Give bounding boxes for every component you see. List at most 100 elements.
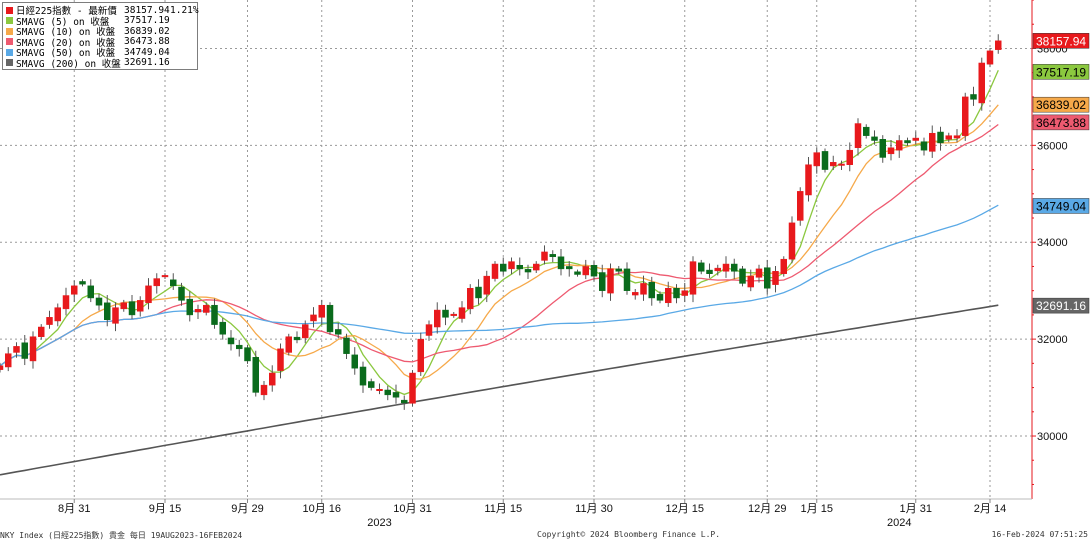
candle-up: [722, 263, 730, 272]
x-tick-label: 1月 15: [801, 503, 833, 515]
candle-down: [236, 344, 243, 350]
candle-up: [203, 304, 210, 313]
legend-item: SMAVG (200) on 收盤 32691.16: [5, 57, 195, 70]
candle-down: [384, 389, 391, 396]
moving-average-lines: [0, 69, 999, 476]
grid: [0, 0, 1032, 499]
candle-up: [962, 96, 969, 136]
candle-down: [343, 337, 350, 354]
y-tick-label: 30000: [1037, 431, 1068, 443]
candle-up: [797, 191, 804, 221]
price-label: 36839.02: [1036, 98, 1086, 112]
candle-up: [71, 285, 78, 295]
candle-up: [978, 62, 985, 104]
price-label-box: [1032, 198, 1090, 214]
x-tick-label: 10月 31: [393, 503, 432, 515]
candle-up: [13, 346, 20, 353]
candle-down: [95, 297, 103, 306]
candle-up: [29, 336, 37, 362]
candle-down: [731, 263, 738, 272]
candle-up: [830, 162, 837, 167]
candle-up: [582, 266, 589, 276]
candle-up: [813, 152, 820, 167]
candle-up: [912, 137, 919, 141]
y-tick-label: 36000: [1037, 140, 1068, 152]
candle-down: [128, 301, 136, 316]
candle-down: [500, 263, 507, 272]
candle-down: [706, 269, 713, 274]
candle-up: [838, 163, 845, 166]
x-tick-label: 1月 31: [900, 503, 932, 515]
candle-down: [368, 381, 375, 388]
candle-up: [285, 336, 292, 353]
candle-down: [821, 151, 829, 170]
candle-down: [178, 286, 185, 301]
x-tick-label: 10月 16: [302, 503, 341, 515]
candle-up: [277, 348, 284, 371]
candle-up: [458, 307, 466, 319]
candle-up: [929, 132, 936, 152]
legend-value: 32691.16: [124, 57, 170, 69]
legend-swatch: [6, 27, 13, 35]
candle-down: [764, 267, 771, 289]
candle-down: [615, 268, 622, 272]
candle-down: [574, 271, 581, 275]
candle-down: [863, 126, 870, 136]
candle-up: [665, 288, 672, 304]
legend-swatch: [6, 59, 13, 67]
price-label: 32691.16: [1036, 299, 1086, 313]
price-label: 38157.94: [1036, 34, 1086, 48]
candle-down: [401, 399, 408, 404]
candle-down: [648, 281, 655, 299]
candle-up: [46, 317, 53, 325]
candle-up: [805, 164, 812, 196]
candle-up: [260, 384, 268, 396]
candle-down: [252, 357, 259, 393]
legend-value: 37517.19: [124, 15, 170, 27]
candle-up: [780, 258, 787, 274]
ma-line: [0, 69, 999, 396]
candle-up: [632, 292, 639, 296]
candle-up: [5, 353, 12, 368]
candle-down: [698, 262, 705, 272]
candle-up: [112, 307, 119, 324]
price-label-box: [1032, 64, 1090, 80]
candle-down: [326, 304, 334, 333]
x-tick-label: 8月 31: [58, 503, 90, 515]
candle-up: [640, 283, 647, 295]
candle-down: [244, 347, 251, 362]
year-label: 2023: [367, 517, 391, 529]
candle-up: [62, 295, 70, 310]
legend-value: 34749.04: [124, 46, 170, 58]
candle-down: [549, 254, 556, 258]
legend-label: SMAVG (50) on 收盤: [16, 48, 116, 60]
price-label: 34749.04: [1036, 199, 1086, 213]
candle-up: [450, 313, 457, 316]
candle-down: [219, 321, 226, 335]
legend-value: 36839.02: [124, 25, 170, 37]
legend: 日經225指數 - 最新價 38157.94 1.21% SMAVG (5) o…: [2, 2, 199, 70]
price-label-box: [1032, 96, 1090, 113]
y-tick-label: 34000: [1037, 237, 1068, 249]
legend-swatch: [6, 17, 13, 25]
candle-up: [302, 324, 309, 339]
legend-swatch: [6, 6, 13, 14]
candle-up: [318, 304, 325, 318]
candle-down: [186, 298, 193, 316]
candle-down: [87, 285, 94, 299]
footer-source: NKY Index (日經225指數) 貴金 每日 19AUG2023-16FE…: [0, 531, 243, 540]
footer-copyright: Copyright© 2024 Bloomberg Finance L.P.: [537, 530, 721, 539]
candle-down: [442, 309, 449, 318]
candle-down: [970, 94, 977, 100]
candle-down: [79, 281, 86, 285]
candle-up: [995, 40, 1002, 50]
candle-down: [599, 272, 606, 291]
candle-up: [409, 372, 416, 404]
price-label-box: [1032, 114, 1090, 131]
legend-label: SMAVG (200) on 收盤: [16, 58, 121, 70]
candle-up: [854, 123, 862, 149]
candle-up: [986, 50, 994, 65]
candle-up: [120, 302, 127, 310]
candles: [0, 34, 1002, 410]
legend-value: 38157.94: [124, 4, 170, 16]
